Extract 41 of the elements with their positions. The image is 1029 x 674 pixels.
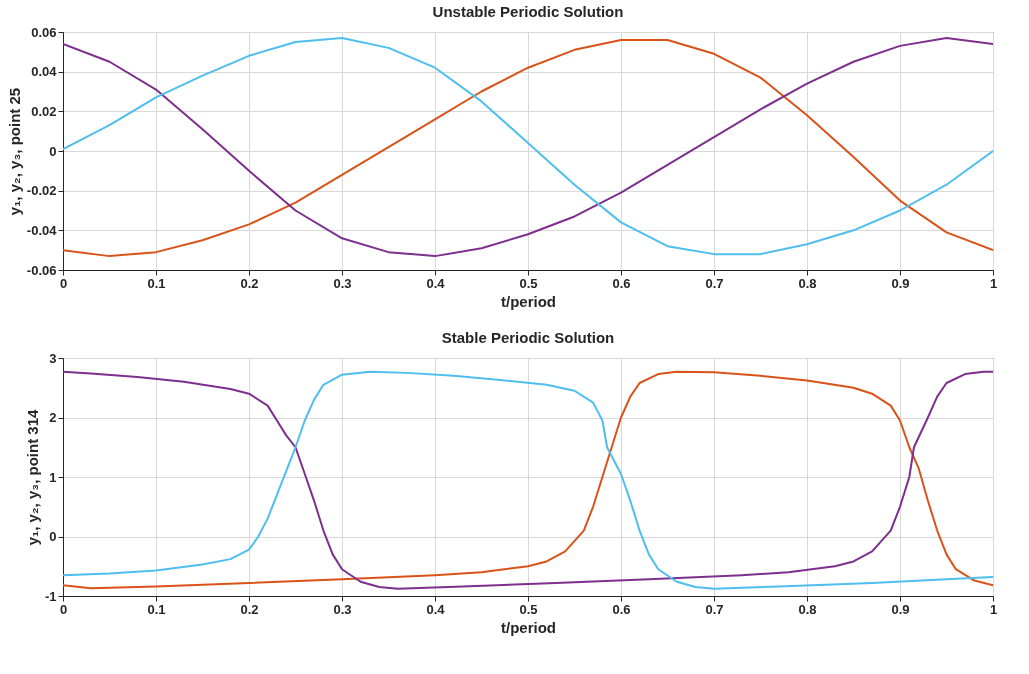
x-tick-label: 0.2	[240, 275, 259, 291]
x-tick-label: 0.5	[519, 601, 538, 617]
y-tick-label: -0.04	[26, 222, 58, 238]
line-series	[63, 370, 993, 590]
chart-title: Unstable Periodic Solution	[432, 3, 624, 20]
y-tick-label: 2	[49, 410, 57, 425]
y-tick-label: 0	[49, 529, 57, 544]
x-axis-title: t/period	[501, 292, 556, 310]
y-tick-label: -1	[44, 588, 57, 604]
chart-title: Stable Periodic Solution	[441, 329, 615, 346]
y-axis-title: y₁, y₂, y₃, point 314	[23, 409, 41, 546]
x-tick-label: 0.5	[519, 275, 538, 291]
x-tick-label: 0.4	[426, 275, 446, 291]
x-tick-label: 0.9	[891, 601, 910, 617]
x-tick-label: 0	[59, 601, 68, 617]
x-tick-label: 0.8	[798, 275, 817, 291]
x-tick-label: 0.1	[147, 275, 166, 291]
y-tick-label: 0.04	[31, 64, 58, 80]
y-tick-label: 1	[49, 469, 57, 485]
y-axis-title: y₁, y₂, y₃, point 25	[5, 87, 23, 216]
x-tick-label: 0	[59, 275, 68, 291]
x-tick-label: 0.7	[705, 601, 724, 617]
x-tick-label: 0.3	[333, 275, 352, 291]
x-tick-label: 0.2	[240, 601, 259, 617]
x-tick-label: 0.3	[333, 601, 352, 617]
x-tick-label: 0.4	[426, 601, 446, 617]
y-tick-label: 0.02	[31, 103, 57, 119]
x-tick-label: 0.1	[147, 601, 166, 617]
x-axis-title: t/period	[501, 618, 556, 636]
x-tick-label: 0.9	[891, 275, 910, 291]
y-tick-label: -0.06	[26, 262, 57, 278]
x-tick-label: 0.6	[612, 601, 631, 617]
x-tick-label: 1	[989, 275, 998, 291]
y-tick-label: -0.02	[26, 183, 57, 199]
x-tick-label: 0.7	[705, 275, 724, 291]
y-tick-label: 0.06	[31, 24, 57, 40]
x-tick-label: 0.6	[612, 275, 631, 291]
x-tick-label: 0.8	[798, 601, 817, 617]
y-tick-label: 3	[49, 350, 57, 366]
x-tick-label: 1	[989, 601, 998, 617]
y-tick-label: 0	[49, 143, 57, 159]
